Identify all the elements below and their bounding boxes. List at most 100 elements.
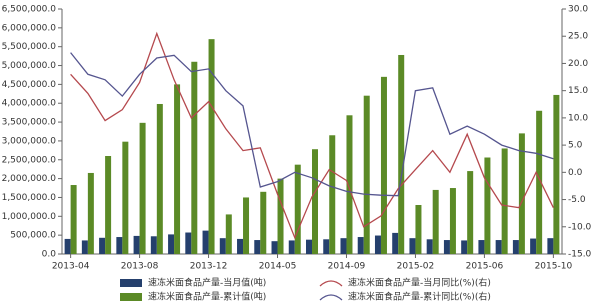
bar [116,237,123,254]
y-tick-label: 1,500,000.0 [2,193,57,203]
y2-tick-label: -10.0 [568,222,592,232]
bar [432,189,439,254]
bar [536,110,543,255]
bar [495,240,502,254]
bar [133,235,140,254]
y2-tick-label: 5.0 [568,141,583,151]
legend-label: 速冻米面食品产量-当月值(吨) [148,277,266,289]
bar [105,156,112,254]
y-tick-label: 1,000,000.0 [2,212,57,222]
bar [277,178,284,254]
bar [443,240,450,254]
bar [478,240,485,254]
bar [87,172,94,254]
bar [449,188,456,254]
bar [461,240,468,254]
legend-label: 速冻米面食品产量-当月同比(%)(右) [348,277,491,289]
bar [156,103,163,254]
y-tick-label: 0.0 [42,250,57,260]
bar [484,157,491,254]
y-tick-label: 6,000,000.0 [2,23,57,33]
y-tick-label: 5,500,000.0 [2,42,57,52]
bar [254,240,261,254]
y2-tick-label: 15.0 [568,86,588,96]
bar [415,205,422,254]
bar [380,76,387,254]
bar [81,240,88,254]
line-series [70,31,554,240]
bar [219,238,226,254]
bar [288,240,295,254]
bar [99,237,106,254]
bar [512,240,519,254]
y2-tick-label: -15.0 [568,250,592,260]
legend-swatch [319,294,343,301]
bar [225,214,232,254]
legend-swatch [120,293,142,301]
legend-label: 速冻米面食品产量-累计同比(%)(右) [348,291,491,303]
bar [398,54,405,254]
bar [409,238,416,254]
bar [271,241,278,254]
bar [340,238,347,254]
bar [547,238,554,254]
bar [346,115,353,255]
y2-tick-label: 25.0 [568,32,588,42]
bar [426,239,433,254]
y-tick-label: 5,000,000.0 [2,61,57,71]
bar [150,236,157,254]
bar [363,95,370,254]
y-tick-label: 3,500,000.0 [2,118,57,128]
x-tick-label: 2015-06 [466,262,504,272]
bar [260,191,267,254]
bar [392,232,399,254]
legend-swatch [120,279,142,287]
y-tick-label: 3,000,000.0 [2,136,57,146]
bar [518,133,525,254]
bar [530,238,537,254]
bar [70,185,77,254]
y-tick-label: 4,500,000.0 [2,80,57,90]
y2-tick-label: 0.0 [568,168,583,178]
bar [191,61,198,255]
bar [312,149,318,254]
y2-tick-label: 10.0 [568,113,588,123]
bar [122,141,129,254]
y2-tick-label: 20.0 [568,59,588,69]
bar [168,234,175,254]
bar [185,232,192,254]
bar [357,237,364,254]
bar [237,238,244,254]
x-tick-label: 2013-08 [121,262,159,272]
bar [306,239,312,254]
x-tick-label: 2015-10 [535,262,573,272]
y-tick-label: 6,500,000.0 [2,5,57,15]
bar [553,94,560,254]
line-series [70,52,554,197]
bar [323,239,330,254]
bar [374,235,381,254]
bar [139,122,146,254]
bar [202,230,209,254]
y-tick-label: 500,000.0 [10,231,56,241]
bar [208,39,215,255]
x-tick-label: 2013-04 [52,262,90,272]
x-tick-label: 2014-09 [328,262,366,272]
legend-label: 速冻米面食品产量-累计值(吨) [148,291,266,303]
y2-tick-label: 30.0 [568,5,588,15]
y2-tick-label: -5.0 [568,195,586,205]
legend-swatch [319,280,343,287]
x-tick-label: 2015-02 [397,262,435,272]
bar [243,197,250,254]
bar [294,164,301,254]
x-tick-label: 2013-12 [190,262,228,272]
bar [501,148,508,254]
bar [174,84,181,254]
x-tick-label: 2014-05 [259,262,297,272]
bar [64,238,71,254]
y-tick-label: 2,500,000.0 [2,155,57,165]
y-tick-label: 4,000,000.0 [2,99,57,109]
bar [467,171,474,254]
bar [329,135,336,254]
